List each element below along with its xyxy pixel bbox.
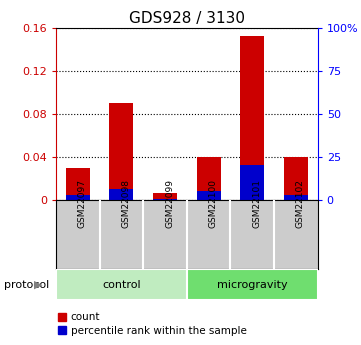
Bar [240,36,264,200]
Bar [66,195,90,200]
Title: GDS928 / 3130: GDS928 / 3130 [129,11,245,27]
Bar [187,269,318,300]
Text: GSM22102: GSM22102 [296,179,305,228]
Bar [153,199,177,200]
Bar [240,165,264,200]
Text: protocol: protocol [4,280,49,289]
Text: ▶: ▶ [34,280,42,289]
Legend: count, percentile rank within the sample: count, percentile rank within the sample [54,308,251,340]
Text: GSM22100: GSM22100 [209,179,218,228]
Bar [284,157,308,200]
Bar [109,189,133,200]
Bar [153,193,177,200]
Text: GSM22097: GSM22097 [78,179,87,228]
Bar [56,269,187,300]
Bar [197,191,221,200]
Text: GSM22098: GSM22098 [121,179,130,228]
Bar [109,103,133,200]
Text: microgravity: microgravity [217,280,288,289]
Bar [284,195,308,200]
Text: control: control [102,280,141,289]
Bar [66,168,90,200]
Text: GSM22101: GSM22101 [252,179,261,228]
Bar [197,157,221,200]
Text: GSM22099: GSM22099 [165,179,174,228]
